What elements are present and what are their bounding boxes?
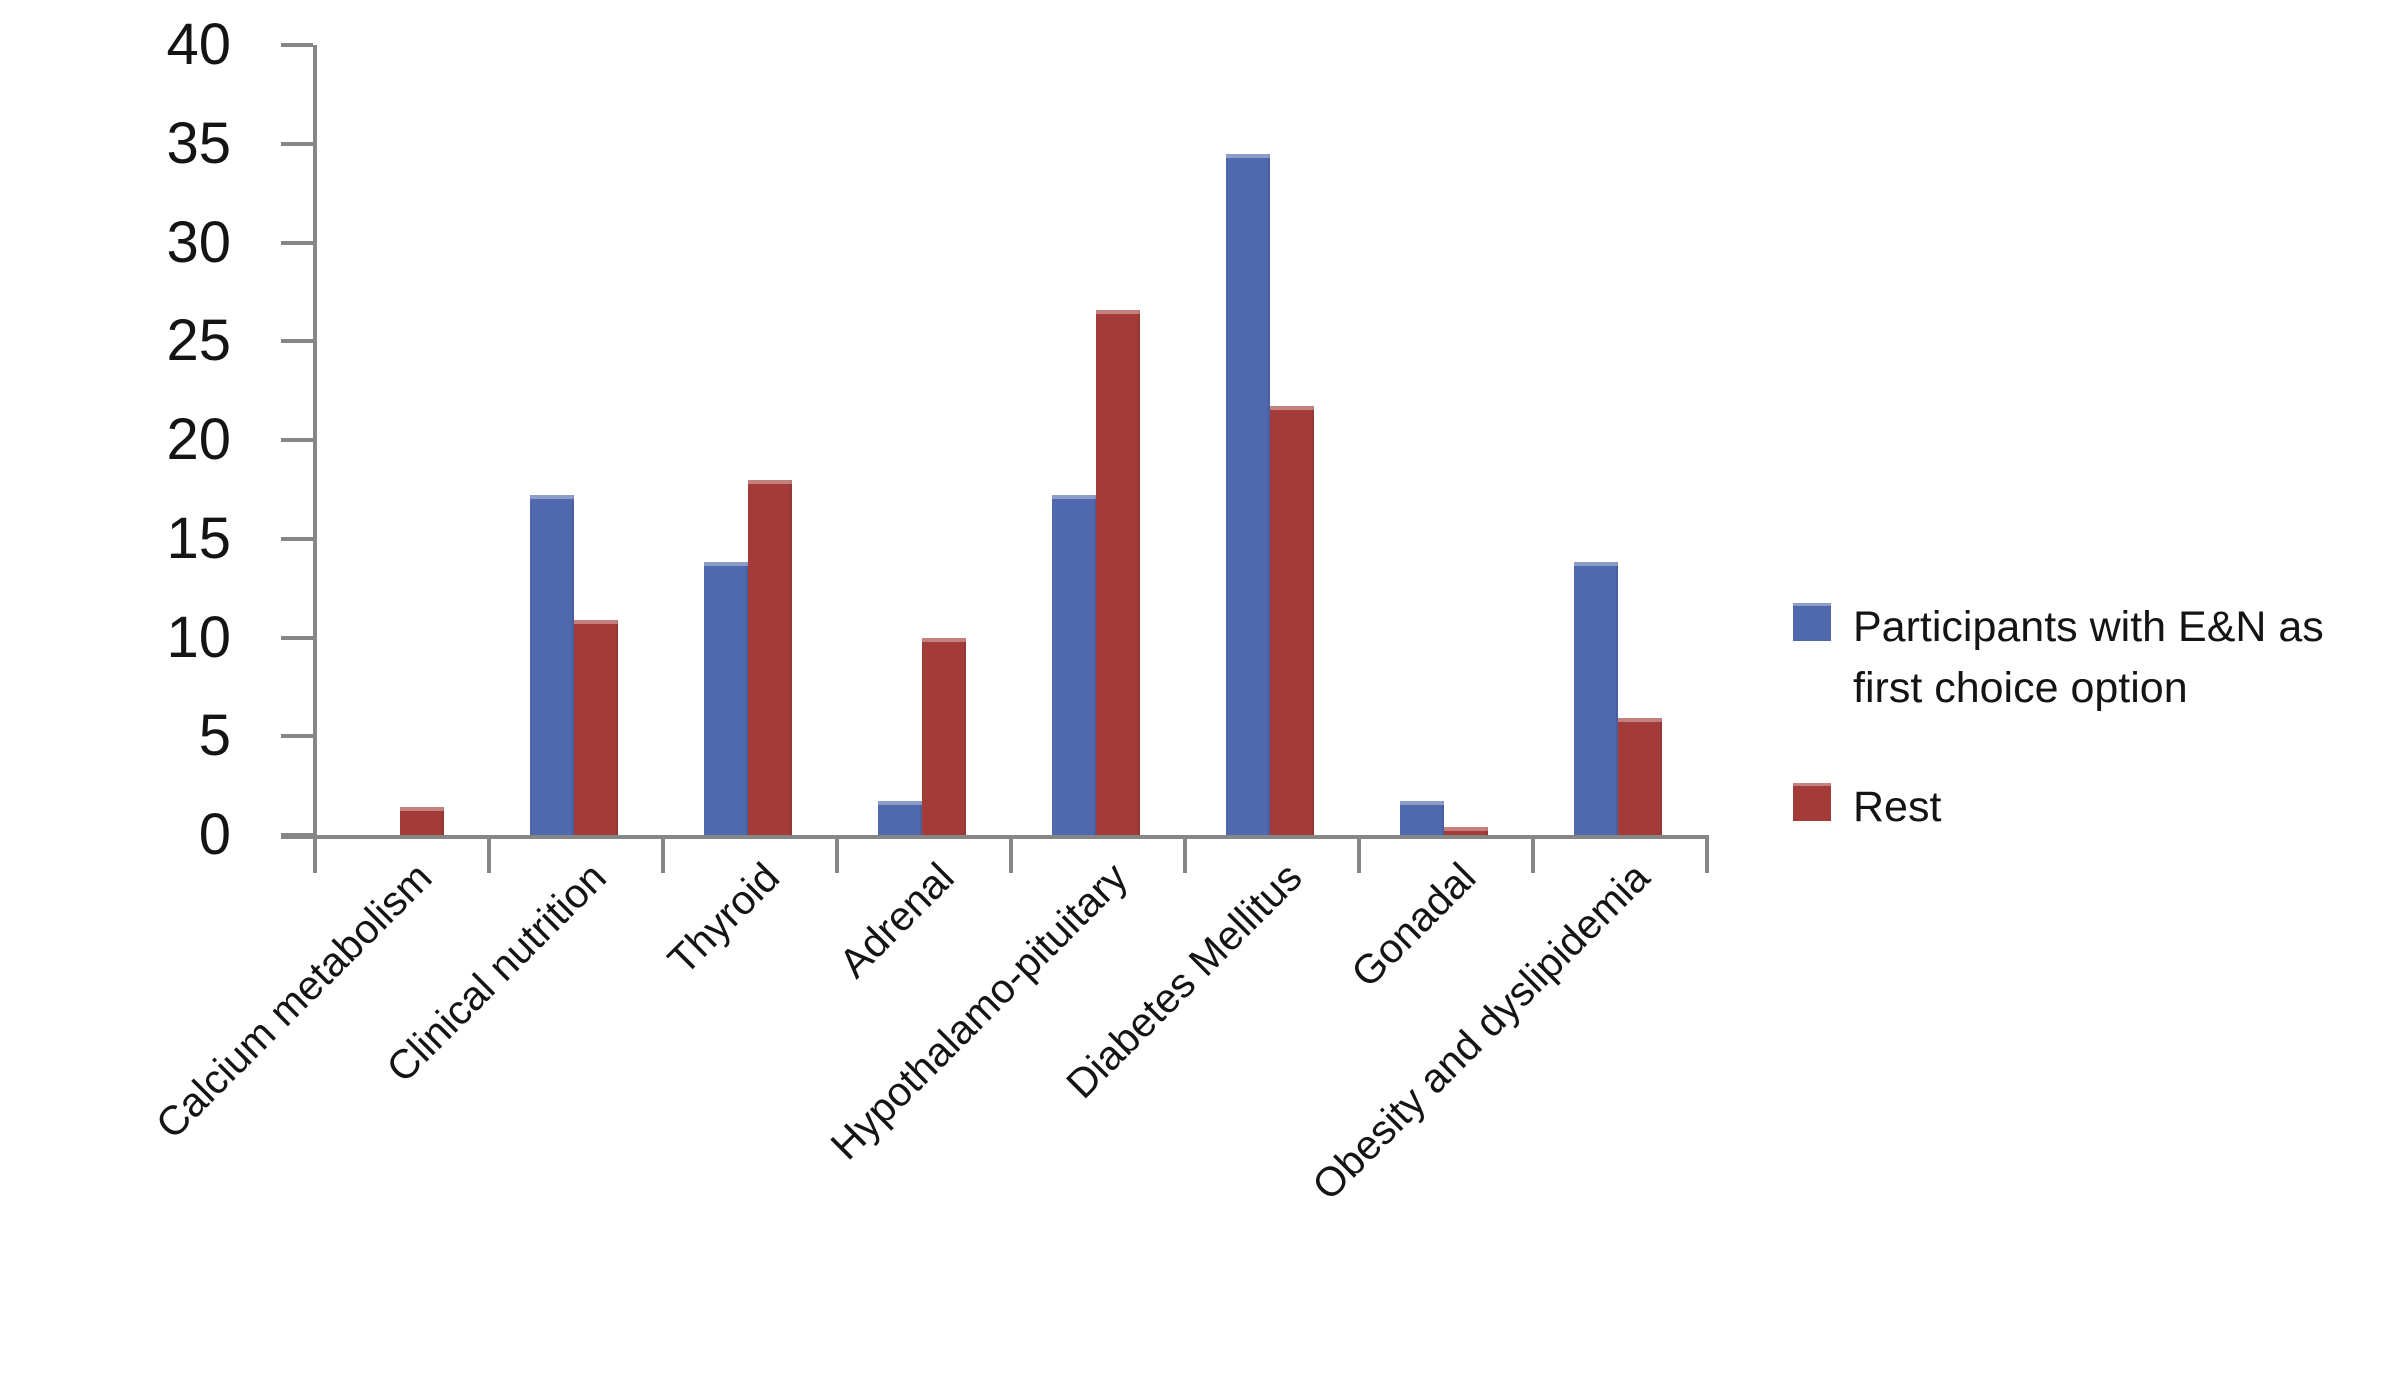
bar-participants-5 <box>1226 153 1270 835</box>
y-tick-mark <box>281 438 313 442</box>
x-tick-mark <box>661 835 665 873</box>
bar-rest-0 <box>400 807 444 835</box>
bar-rest-1 <box>574 619 618 835</box>
bar-participants-4 <box>1052 495 1096 835</box>
y-tick-mark <box>281 635 313 640</box>
bar-participants-7 <box>1574 562 1618 835</box>
legend: Participants with E&N as first choice op… <box>1793 597 2393 838</box>
y-tick-label: 25 <box>166 308 231 374</box>
y-tick-label: 0 <box>198 802 231 867</box>
legend-swatch-participants-icon <box>1793 603 1831 641</box>
x-category-label: Calcium metabolism <box>146 853 441 1148</box>
bar-rest-4 <box>1096 309 1140 835</box>
bar-participants-1 <box>530 495 574 835</box>
y-tick-label: 40 <box>166 12 231 77</box>
y-tick-mark <box>281 339 313 344</box>
y-tick-mark <box>281 240 313 245</box>
legend-entry-participants: Participants with E&N as first choice op… <box>1793 597 2393 719</box>
x-tick-mark <box>1705 835 1709 873</box>
y-tick-label: 35 <box>166 110 231 176</box>
y-tick-mark <box>281 536 313 541</box>
legend-label-rest: Rest <box>1853 783 1942 832</box>
bar-participants-3 <box>878 801 922 835</box>
x-axis-line <box>281 835 1709 839</box>
x-tick-mark <box>1531 835 1535 873</box>
x-tick-mark <box>1009 835 1013 873</box>
x-category-label: Obesity and dyslipidemia <box>1303 853 1659 1209</box>
x-category-label: Thyroid <box>659 853 789 984</box>
y-tick-mark <box>281 734 313 739</box>
y-tick-label: 5 <box>198 703 231 769</box>
y-axis-line <box>313 45 317 839</box>
bar-rest-7 <box>1618 718 1662 835</box>
x-tick-mark <box>1357 835 1361 873</box>
y-tick-label: 15 <box>166 505 231 571</box>
y-tick-label: 30 <box>166 209 231 275</box>
x-category-label: Gonadal <box>1342 853 1485 997</box>
x-category-label: Adrenal <box>829 853 963 987</box>
x-tick-mark <box>487 835 491 873</box>
y-tick-mark <box>281 833 313 837</box>
x-tick-mark <box>1183 835 1187 873</box>
bar-rest-5 <box>1270 406 1314 835</box>
legend-entry-rest: Rest <box>1793 777 2393 838</box>
bar-rest-6 <box>1444 827 1488 835</box>
y-tick-mark <box>281 43 313 47</box>
x-tick-mark <box>835 835 839 873</box>
bar-participants-2 <box>704 562 748 835</box>
bar-rest-2 <box>748 479 792 835</box>
bar-rest-3 <box>922 637 966 835</box>
y-tick-mark <box>281 141 313 146</box>
x-category-label: Hypothalamo-pituitary <box>821 853 1137 1169</box>
legend-label-participants: Participants with E&N as first choice op… <box>1853 603 2324 713</box>
y-tick-label: 20 <box>166 407 231 472</box>
bar-participants-6 <box>1400 801 1444 835</box>
y-tick-label: 10 <box>166 604 231 670</box>
x-tick-mark <box>313 835 317 873</box>
legend-swatch-rest-icon <box>1793 783 1831 822</box>
